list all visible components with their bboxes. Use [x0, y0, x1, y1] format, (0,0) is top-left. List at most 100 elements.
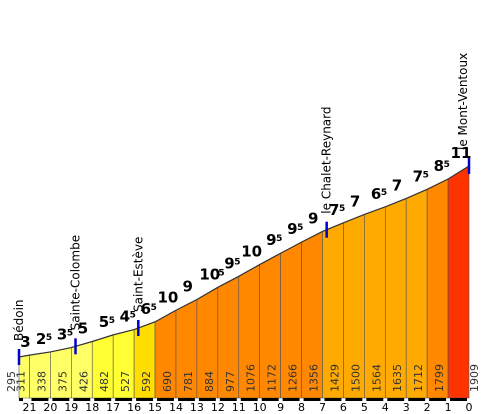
- place-label: Bédoin: [12, 299, 26, 341]
- km-tick-label: 11: [232, 401, 246, 414]
- grade-label: 10: [199, 265, 220, 283]
- grade-label: 10: [241, 243, 262, 261]
- km-axis-block: [94, 398, 112, 401]
- km-axis-block: [219, 398, 237, 401]
- km-axis-block: [31, 398, 49, 401]
- altitude-label: 1266: [287, 364, 300, 392]
- km-tick-label: 9: [277, 401, 284, 414]
- altitude-label: 1799: [433, 364, 446, 392]
- km-tick-label: 6: [340, 401, 347, 414]
- km-axis-block: [177, 398, 195, 401]
- grade-label: 7: [350, 192, 360, 210]
- km-tick-label: 18: [85, 401, 99, 414]
- km-axis-block: [73, 398, 91, 401]
- km-tick-label: 17: [106, 401, 120, 414]
- altitude-label: 977: [224, 371, 237, 392]
- km-tick-label: 15: [148, 401, 162, 414]
- km-tick-label: 14: [169, 401, 183, 414]
- km-tick-label: 1: [445, 401, 452, 414]
- km-tick-label: 19: [64, 401, 78, 414]
- km-tick-label: 10: [253, 401, 267, 414]
- grade-fraction-label: 5: [297, 223, 303, 233]
- grade-label: 7: [329, 201, 339, 219]
- altitude-label: 1172: [266, 364, 279, 392]
- altitude-label: 426: [77, 371, 90, 392]
- grade-label: 11: [451, 144, 472, 162]
- km-axis-block: [387, 398, 405, 401]
- grade-label: 5: [78, 319, 88, 337]
- km-axis-block: [450, 398, 467, 401]
- altitude-labels: 311 338 375 426 482 527 592 690 781 884 977 1076 117…: [5, 364, 481, 392]
- grade-fraction-label: 5: [109, 316, 115, 326]
- place-label: le Chalet-Reynard: [320, 107, 334, 214]
- km-tick-label: 16: [127, 401, 141, 414]
- km-tick-label: 13: [190, 401, 204, 414]
- place-labels: Bédoin Sainte-Colombe Saint-Estève le Chale…: [12, 53, 471, 365]
- km-tick-label: 3: [403, 401, 410, 414]
- km-tick-label: 21: [22, 401, 36, 414]
- km-tick-label: 8: [298, 401, 305, 414]
- km-tick-label: 20: [43, 401, 57, 414]
- km-axis-block: [136, 398, 154, 401]
- grade-label: 9: [308, 209, 318, 227]
- km-axis-block: [157, 398, 174, 401]
- grade-label: 9: [182, 277, 192, 295]
- altitude-label: 1356: [307, 364, 320, 392]
- start-altitude-label: 295: [5, 371, 18, 392]
- altitude-label: 690: [161, 371, 174, 392]
- grade-fraction-label: 5: [381, 188, 387, 198]
- altitude-label: 1712: [412, 364, 425, 392]
- grade-label: 10: [158, 288, 179, 306]
- km-axis-block: [198, 398, 216, 401]
- place-label: Sainte-Colombe: [69, 235, 83, 330]
- altitude-label: 1564: [370, 364, 383, 392]
- altitude-label: 311: [14, 371, 27, 392]
- km-tick-label: 2: [424, 401, 431, 414]
- km-axis-block: [303, 398, 321, 401]
- km-tick-label: 5: [361, 401, 368, 414]
- km-axis-block: [324, 398, 342, 401]
- grade-label: 7: [392, 176, 402, 194]
- profile-outline: [18, 165, 470, 358]
- altitude-label: 1635: [391, 364, 404, 392]
- km-axis-block: [115, 398, 133, 401]
- grade-label: 6: [371, 185, 381, 203]
- grade-label: 3: [20, 333, 30, 351]
- grade-fraction-label: 5: [130, 311, 136, 321]
- km-axis: 21 20 19 18 17 16 15 14 13 12 11 10 9 8 7 6 5 4 3 2 1 0: [19, 398, 473, 414]
- km-axis-block: [345, 398, 363, 401]
- km-axis-block: [408, 398, 426, 401]
- grade-label: 8: [434, 157, 444, 175]
- grade-label: 3: [57, 326, 67, 344]
- altitude-label: 1429: [328, 364, 341, 392]
- km-axis-block: [52, 398, 70, 401]
- km-tick-label: 0: [466, 401, 473, 414]
- grade-label: 2: [36, 330, 46, 348]
- altitude-label: 781: [182, 371, 195, 392]
- grade-fraction-label: 5: [218, 268, 224, 278]
- altitude-label: 592: [140, 371, 153, 392]
- grade-fraction-label: 5: [423, 170, 429, 180]
- place-label: Saint-Estève: [131, 237, 145, 312]
- altitude-label: 1500: [349, 364, 362, 392]
- grade-label: 7: [413, 167, 423, 185]
- profile-line: [18, 165, 470, 358]
- segment-bars: [18, 165, 470, 399]
- grade-label: 5: [99, 313, 109, 331]
- grade-fraction-label: 5: [276, 234, 282, 244]
- grade-label: 9: [287, 220, 297, 238]
- altitude-label: 482: [98, 371, 111, 392]
- km-tick-label: 4: [382, 401, 389, 414]
- altitude-label: 527: [119, 371, 132, 392]
- grade-label: 9: [266, 231, 276, 249]
- altitude-label: 884: [203, 371, 216, 392]
- grade-fraction-label: 5: [46, 333, 52, 343]
- altitude-label: 338: [35, 371, 48, 392]
- km-axis-block: [366, 398, 384, 401]
- grade-label: 9: [224, 254, 234, 272]
- km-axis-block: [19, 398, 23, 401]
- grade-fraction-label: 5: [67, 329, 73, 339]
- km-axis-block: [282, 398, 300, 401]
- altitude-label: 1076: [245, 364, 258, 392]
